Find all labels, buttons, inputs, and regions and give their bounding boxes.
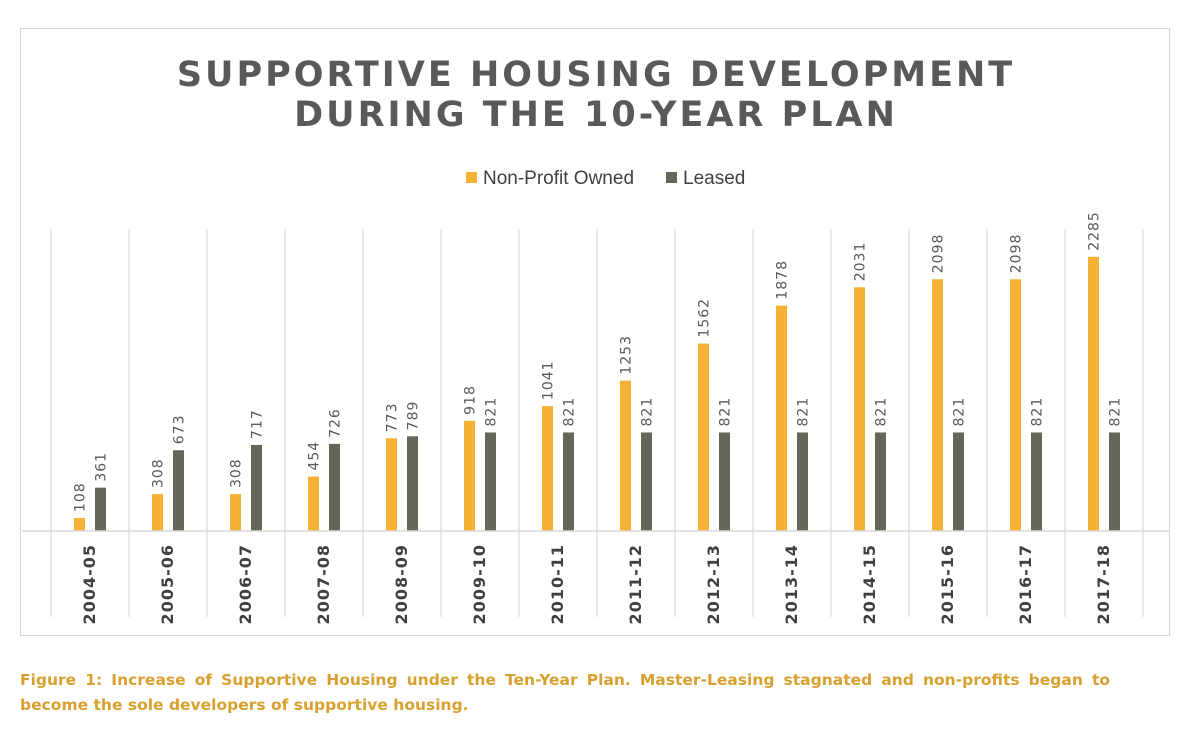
gridlines — [50, 229, 1144, 617]
data-label-leased-2006-07: 717 — [250, 409, 266, 439]
data-label-leased-2011-12: 821 — [640, 397, 656, 427]
bar-leased-2014-15 — [875, 432, 886, 531]
bar-leased-2005-06 — [173, 450, 184, 531]
data-labels: 108 361 308 673 308 717 454 726 773 789 918 821 1041… — [73, 211, 1124, 512]
data-label-non-profit-owned-2010-11: 1041 — [541, 360, 557, 400]
data-label-leased-2012-13: 821 — [718, 397, 734, 427]
chart-title: SUPPORTIVE HOUSING DEVELOPMENT DURING TH… — [177, 55, 1015, 135]
data-label-non-profit-owned-2014-15: 2031 — [853, 242, 869, 282]
data-label-leased-2016-17: 821 — [1030, 397, 1046, 427]
bar-non-profit-owned-2010-11 — [542, 406, 553, 531]
x-tick-label-2006-07: 2006-07 — [236, 544, 255, 624]
bar-leased-2010-11 — [563, 432, 574, 531]
data-label-non-profit-owned-2011-12: 1253 — [619, 335, 635, 375]
x-tick-label-2015-16: 2015-16 — [938, 544, 957, 624]
bar-non-profit-owned-2013-14 — [776, 305, 787, 531]
bar-non-profit-owned-2004-05 — [74, 518, 85, 531]
data-label-leased-2009-10: 821 — [484, 397, 500, 427]
bar-non-profit-owned-2005-06 — [152, 494, 163, 531]
bar-leased-2008-09 — [407, 436, 418, 531]
x-tick-label-2010-11: 2010-11 — [548, 544, 567, 624]
legend-swatch-0 — [466, 172, 477, 183]
bar-leased-2017-18 — [1109, 432, 1120, 531]
x-tick-label-2013-14: 2013-14 — [782, 544, 801, 624]
data-label-non-profit-owned-2007-08: 454 — [307, 441, 323, 471]
bar-non-profit-owned-2006-07 — [230, 494, 241, 531]
x-tick-label-2017-18: 2017-18 — [1094, 544, 1113, 624]
data-label-non-profit-owned-2017-18: 2285 — [1087, 211, 1103, 251]
figure-caption: Figure 1: Increase of Supportive Housing… — [20, 671, 1110, 714]
x-tick-labels: 2004-05 2005-06 2006-07 2007-08 2008-09 2009-… — [80, 544, 1113, 624]
x-tick-label-2016-17: 2016-17 — [1016, 544, 1035, 624]
bar-leased-2006-07 — [251, 444, 262, 531]
legend-label-1: Leased — [683, 168, 745, 189]
data-label-leased-2005-06: 673 — [172, 415, 188, 445]
data-label-non-profit-owned-2008-09: 773 — [385, 403, 401, 433]
x-tick-label-2011-12: 2011-12 — [626, 544, 645, 624]
data-label-non-profit-owned-2006-07: 308 — [229, 458, 245, 488]
bar-non-profit-owned-2011-12 — [620, 380, 631, 531]
data-label-non-profit-owned-2012-13: 1562 — [697, 298, 713, 338]
data-label-non-profit-owned-2004-05: 108 — [73, 482, 89, 512]
x-tick-label-2012-13: 2012-13 — [704, 544, 723, 624]
data-label-leased-2007-08: 726 — [328, 408, 344, 438]
bar-leased-2016-17 — [1031, 432, 1042, 531]
data-label-leased-2017-18: 821 — [1108, 397, 1124, 427]
bar-leased-2012-13 — [719, 432, 730, 531]
chart-title-line-2: DURING THE 10-YEAR PLAN — [294, 95, 898, 135]
data-label-non-profit-owned-2013-14: 1878 — [775, 260, 791, 300]
data-label-leased-2008-09: 789 — [406, 401, 422, 431]
x-tick-label-2008-09: 2008-09 — [392, 544, 411, 624]
bar-non-profit-owned-2012-13 — [698, 343, 709, 531]
data-label-leased-2014-15: 821 — [874, 397, 890, 427]
chart-title-line-1: SUPPORTIVE HOUSING DEVELOPMENT — [177, 55, 1015, 95]
data-label-non-profit-owned-2016-17: 2098 — [1009, 234, 1025, 274]
bar-leased-2009-10 — [485, 432, 496, 531]
bar-non-profit-owned-2016-17 — [1010, 279, 1021, 531]
chart-legend: Non-Profit Owned Leased — [466, 168, 745, 189]
data-label-leased-2004-05: 361 — [94, 452, 110, 482]
legend-swatch-1 — [666, 172, 677, 183]
bar-non-profit-owned-2007-08 — [308, 476, 319, 531]
data-label-leased-2013-14: 821 — [796, 397, 812, 427]
x-tick-label-2005-06: 2005-06 — [158, 544, 177, 624]
data-label-leased-2010-11: 821 — [562, 397, 578, 427]
bar-leased-2015-16 — [953, 432, 964, 531]
bar-non-profit-owned-2014-15 — [854, 287, 865, 531]
data-label-leased-2015-16: 821 — [952, 397, 968, 427]
data-label-non-profit-owned-2009-10: 918 — [463, 385, 479, 415]
bar-leased-2013-14 — [797, 432, 808, 531]
x-tick-label-2009-10: 2009-10 — [470, 544, 489, 624]
x-tick-label-2014-15: 2014-15 — [860, 544, 879, 624]
bar-non-profit-owned-2009-10 — [464, 420, 475, 531]
bar-leased-2011-12 — [641, 432, 652, 531]
data-label-non-profit-owned-2005-06: 308 — [151, 458, 167, 488]
bar-leased-2004-05 — [95, 487, 106, 531]
bar-non-profit-owned-2017-18 — [1088, 256, 1099, 531]
x-tick-label-2004-05: 2004-05 — [80, 544, 99, 624]
bar-leased-2007-08 — [329, 443, 340, 531]
bar-non-profit-owned-2008-09 — [386, 438, 397, 531]
bar-non-profit-owned-2015-16 — [932, 279, 943, 531]
data-label-non-profit-owned-2015-16: 2098 — [931, 234, 947, 274]
legend-label-0: Non-Profit Owned — [483, 168, 634, 189]
chart-frame: SUPPORTIVE HOUSING DEVELOPMENT DURING TH… — [20, 28, 1170, 636]
x-tick-label-2007-08: 2007-08 — [314, 544, 333, 624]
bar-chart: SUPPORTIVE HOUSING DEVELOPMENT DURING TH… — [22, 55, 1169, 624]
bars — [74, 256, 1120, 531]
